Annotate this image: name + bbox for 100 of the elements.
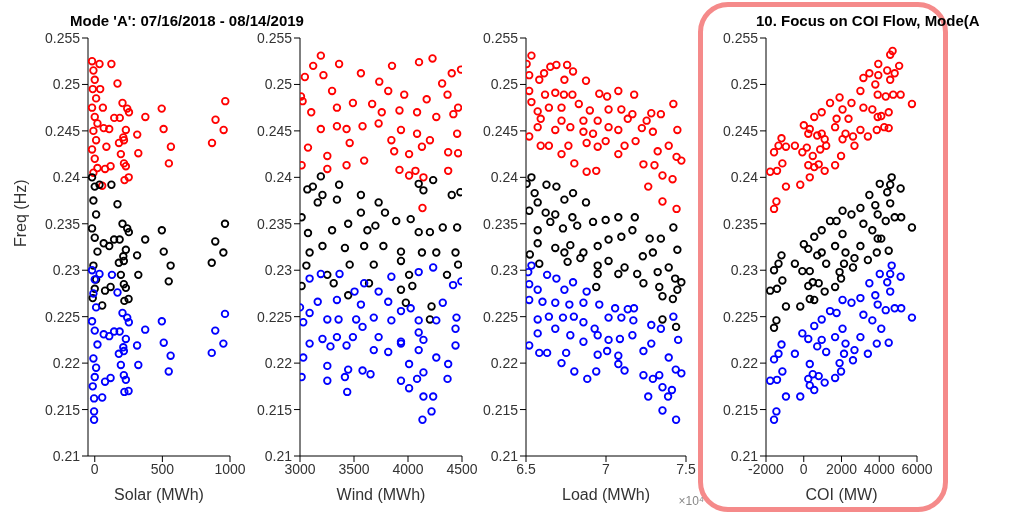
point [132, 341, 142, 350]
point [113, 200, 122, 209]
point [166, 142, 176, 151]
point [838, 324, 847, 333]
point [527, 173, 536, 182]
point [303, 185, 312, 194]
point [356, 208, 366, 217]
point [211, 115, 220, 124]
point [859, 310, 868, 320]
point [90, 284, 99, 293]
point [805, 359, 814, 369]
point [414, 227, 423, 237]
point [93, 163, 102, 173]
point [118, 219, 127, 228]
y-tick-label: 0.245 [482, 122, 519, 139]
point [558, 224, 568, 233]
point [817, 335, 826, 345]
point [123, 224, 132, 233]
point [115, 113, 124, 123]
point [396, 125, 406, 135]
point [343, 291, 353, 300]
point [863, 349, 873, 359]
point [453, 148, 462, 158]
point [810, 385, 819, 395]
point [813, 342, 822, 351]
point [159, 124, 168, 134]
point [875, 269, 884, 279]
point [89, 354, 98, 363]
point [88, 103, 97, 112]
point [449, 109, 458, 119]
point [89, 196, 98, 205]
point [604, 256, 613, 266]
y-axis-title: Freq (Hz) [11, 179, 29, 247]
point [546, 217, 555, 227]
point [533, 239, 542, 248]
point [796, 392, 805, 401]
point [119, 346, 129, 356]
point [673, 245, 682, 254]
point [871, 291, 880, 300]
point [656, 234, 666, 243]
x-axis-title: Wind (MWh) [336, 486, 426, 503]
point [560, 195, 569, 204]
point [886, 269, 895, 279]
y-tick-label: 0.255 [256, 29, 293, 46]
point [579, 248, 588, 257]
point [601, 215, 610, 225]
y-tick-label: 0.24 [730, 169, 759, 186]
point [655, 282, 664, 292]
point [392, 216, 401, 226]
point [100, 286, 110, 295]
point [677, 278, 686, 287]
point [120, 175, 129, 185]
point [541, 208, 550, 217]
point [358, 122, 367, 131]
point [100, 164, 110, 174]
point [396, 285, 406, 294]
point [340, 243, 350, 253]
point [88, 317, 97, 326]
point [653, 267, 662, 277]
point [332, 122, 342, 131]
x-axis-title: Solar (MWh) [114, 486, 204, 503]
point [89, 394, 99, 403]
point [566, 240, 575, 250]
point [88, 293, 97, 303]
point [907, 313, 917, 322]
point [303, 143, 313, 152]
point [88, 266, 97, 275]
point [105, 331, 114, 341]
chart-title: 10. Focus on COI Flow, Mode(A [756, 12, 980, 29]
x-tick-label: 7.5 [676, 460, 696, 477]
point [563, 257, 572, 267]
point [400, 90, 409, 99]
point [419, 186, 428, 195]
point [432, 112, 441, 122]
point [453, 103, 462, 112]
point [777, 340, 786, 349]
point [95, 59, 104, 69]
y-tick-label: 0.225 [256, 308, 293, 325]
point [121, 375, 131, 385]
point [90, 75, 99, 84]
point [157, 104, 166, 113]
x-tick-label: 7 [602, 460, 611, 477]
y-tick-label: 0.22 [264, 355, 293, 372]
point [95, 269, 104, 279]
point [89, 168, 98, 177]
y-tick-label: 0.255 [44, 29, 81, 46]
point [300, 96, 307, 106]
point [98, 103, 108, 112]
point [850, 345, 859, 355]
point [219, 125, 228, 135]
point [102, 142, 111, 151]
point [124, 173, 133, 182]
x-tick-label: 0 [90, 460, 99, 477]
point [396, 247, 406, 256]
point [886, 287, 895, 296]
point [88, 57, 97, 66]
point [359, 241, 369, 251]
point [883, 278, 892, 287]
y-tick-label: 0.225 [722, 308, 759, 325]
point [334, 59, 344, 69]
